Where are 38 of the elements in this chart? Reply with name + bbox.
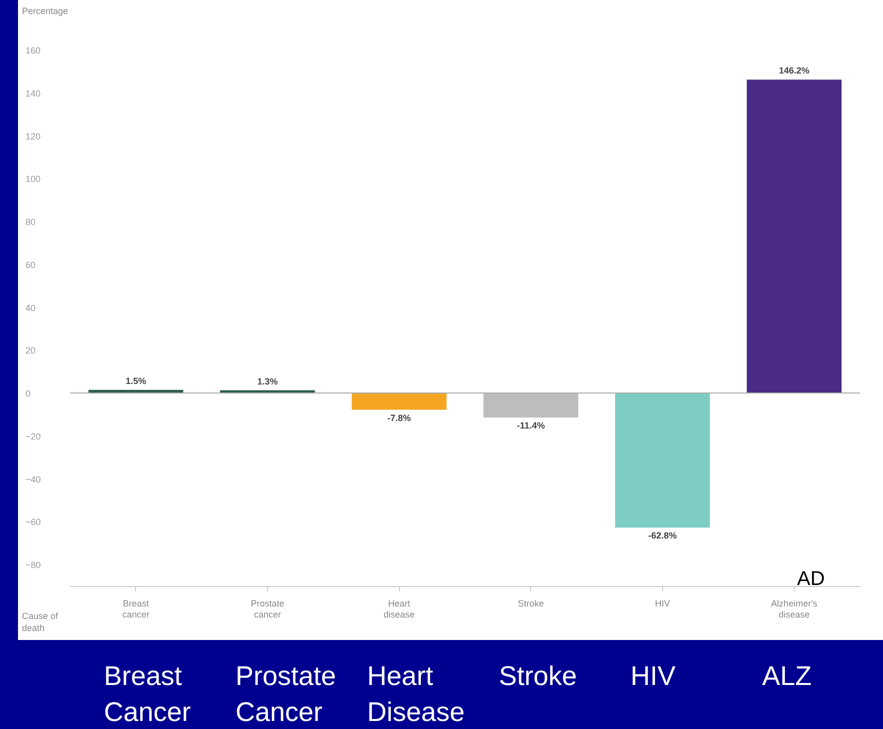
y-tick-label: −60 (26, 517, 41, 528)
y-axis-title: Percentage (22, 6, 68, 16)
text: Heart Disease (367, 660, 465, 729)
bar (352, 393, 447, 410)
x-tick-label: Stroke (518, 598, 544, 608)
bar (746, 80, 842, 394)
data-label: 1.3% (257, 376, 278, 386)
x-tick-label: Breast cancer (122, 598, 150, 620)
y-tick-label: 60 (26, 260, 36, 270)
x-tick-label: Alzheimer's disease (771, 598, 818, 620)
y-tick-label: 100 (26, 174, 41, 184)
text: ALZ (762, 660, 812, 693)
text: HIV (630, 660, 676, 693)
data-label: -62.8% (648, 530, 677, 541)
y-tick-label: 0 (26, 388, 31, 399)
data-label: -7.8% (387, 412, 411, 423)
x-tick-label: Prostate cancer (250, 598, 284, 620)
y-tick-label: 20 (26, 346, 36, 356)
x-tick-label: Heart disease (384, 598, 415, 620)
bar (483, 393, 578, 418)
y-tick-label: 80 (26, 217, 36, 228)
data-label: -11.4% (516, 420, 545, 430)
text: Stroke (498, 660, 577, 693)
text: Breast Cancer (104, 660, 191, 729)
y-tick-label: 160 (26, 46, 41, 56)
y-tick-label: −40 (26, 474, 41, 484)
y-tick-label: −80 (26, 560, 41, 570)
x-axis-title: Cause of death (22, 610, 60, 634)
y-tick-label: 140 (26, 88, 41, 98)
bar (615, 393, 710, 528)
text: Prostate Cancer (236, 660, 336, 729)
x-tick-label: HIV (654, 598, 670, 608)
data-label: 1.5% (126, 376, 146, 386)
annotation: AD (797, 568, 825, 591)
y-tick-label: 120 (26, 131, 41, 142)
y-tick-label: 40 (26, 302, 36, 313)
y-tick-label: −20 (26, 431, 41, 442)
data-label: 146.2% (778, 66, 810, 76)
